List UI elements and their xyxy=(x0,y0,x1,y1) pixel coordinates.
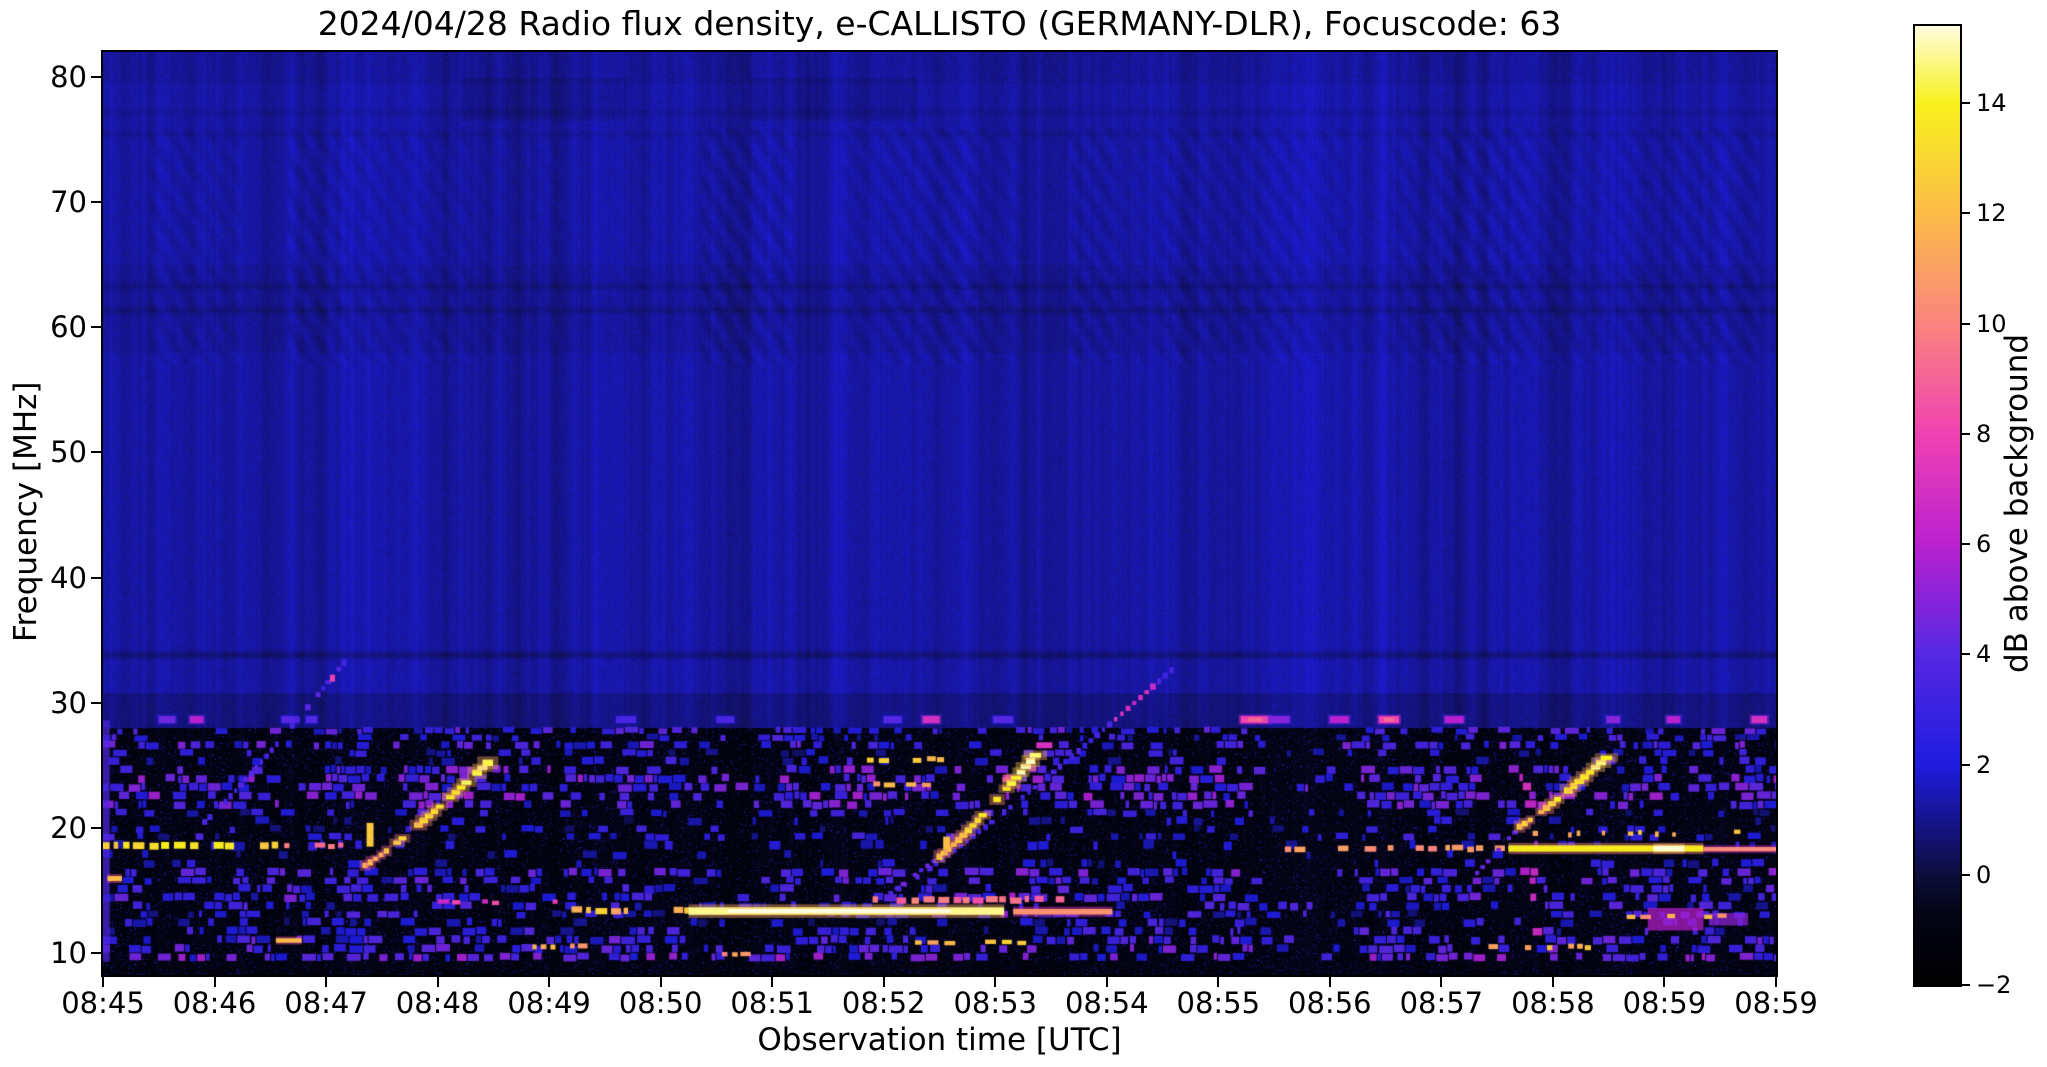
y-tick-label: 20 xyxy=(50,810,87,845)
y-tick-mark xyxy=(91,201,101,204)
colorbar xyxy=(1913,24,1962,987)
colorbar-tick-mark xyxy=(1962,873,1970,876)
x-tick-mark xyxy=(1663,977,1666,987)
x-tick-mark xyxy=(1217,977,1220,987)
colorbar-tick-mark xyxy=(1962,212,1970,215)
x-tick-mark xyxy=(1551,977,1554,987)
x-tick-label: 08:59 xyxy=(1622,986,1707,1020)
x-tick-label: 08:49 xyxy=(507,986,591,1020)
x-tick-mark xyxy=(325,977,328,987)
colorbar-label: dB above background xyxy=(1999,333,2035,674)
colorbar-tick-label: −2 xyxy=(1976,971,2012,999)
x-tick-mark xyxy=(213,977,216,987)
x-tick-mark xyxy=(1775,977,1777,987)
x-tick-mark xyxy=(1440,977,1443,987)
colorbar-tick-label: 12 xyxy=(1976,199,2007,228)
colorbar-tick-label: 6 xyxy=(1976,530,1992,559)
colorbar-tick-label: 4 xyxy=(1976,640,1992,669)
x-tick-mark xyxy=(102,977,104,987)
colorbar-tick-label: 0 xyxy=(1976,860,1992,889)
x-tick-label: 08:45 xyxy=(61,986,145,1020)
x-tick-mark xyxy=(771,977,774,987)
x-tick-mark xyxy=(436,977,439,987)
colorbar-tick-mark xyxy=(1962,322,1970,325)
y-tick-label: 80 xyxy=(50,60,87,95)
x-tick-mark xyxy=(1328,977,1331,987)
x-tick-label: 08:48 xyxy=(395,986,480,1020)
plot-area xyxy=(101,50,1778,977)
y-tick-mark xyxy=(91,326,101,329)
y-tick-label: 10 xyxy=(50,936,87,970)
colorbar-tick-mark xyxy=(1962,653,1970,656)
x-tick-label: 08:53 xyxy=(953,986,1038,1020)
y-tick-mark xyxy=(91,952,101,954)
x-tick-label: 08:51 xyxy=(730,986,814,1020)
spectrogram-canvas xyxy=(103,52,1776,975)
x-tick-label: 08:52 xyxy=(841,986,926,1020)
x-tick-label: 08:57 xyxy=(1399,986,1484,1020)
x-tick-mark xyxy=(659,977,662,987)
x-tick-mark xyxy=(882,977,885,987)
colorbar-tick-mark xyxy=(1962,432,1970,435)
y-tick-mark xyxy=(91,826,101,829)
y-tick-label: 30 xyxy=(50,685,87,720)
y-tick-label: 60 xyxy=(50,310,87,345)
y-tick-label: 50 xyxy=(50,435,87,470)
x-tick-label: 08:55 xyxy=(1176,986,1261,1020)
colorbar-tick-label: 10 xyxy=(1976,309,2007,338)
x-tick-label: 08:59 xyxy=(1734,986,1818,1020)
colorbar-tick-mark xyxy=(1962,763,1970,766)
chart-title: 2024/04/28 Radio flux density, e-CALLIST… xyxy=(317,4,1562,43)
y-tick-mark xyxy=(91,451,101,454)
colorbar-tick-mark xyxy=(1962,984,1970,986)
colorbar-tick-label: 2 xyxy=(1976,750,1992,779)
colorbar-tick-mark xyxy=(1962,102,1970,105)
y-tick-mark xyxy=(91,576,101,579)
x-tick-label: 08:58 xyxy=(1511,986,1595,1020)
x-tick-label: 08:50 xyxy=(618,986,703,1020)
y-tick-mark xyxy=(91,76,101,79)
colorbar-tick-label: 14 xyxy=(1976,89,2007,118)
x-tick-label: 08:47 xyxy=(284,986,368,1020)
colorbar-gradient xyxy=(1915,26,1960,985)
y-tick-label: 40 xyxy=(50,560,87,595)
colorbar-tick-label: 8 xyxy=(1976,419,1992,448)
colorbar-tick-mark xyxy=(1962,543,1970,546)
x-tick-label: 08:54 xyxy=(1064,986,1149,1020)
x-tick-mark xyxy=(1105,977,1108,987)
y-tick-label: 70 xyxy=(50,185,87,220)
x-axis-label: Observation time [UTC] xyxy=(757,1022,1122,1058)
x-tick-mark xyxy=(994,977,997,987)
x-tick-mark xyxy=(548,977,551,987)
x-tick-label: 08:56 xyxy=(1288,986,1372,1020)
x-tick-label: 08:46 xyxy=(172,986,257,1020)
y-tick-mark xyxy=(91,701,101,704)
